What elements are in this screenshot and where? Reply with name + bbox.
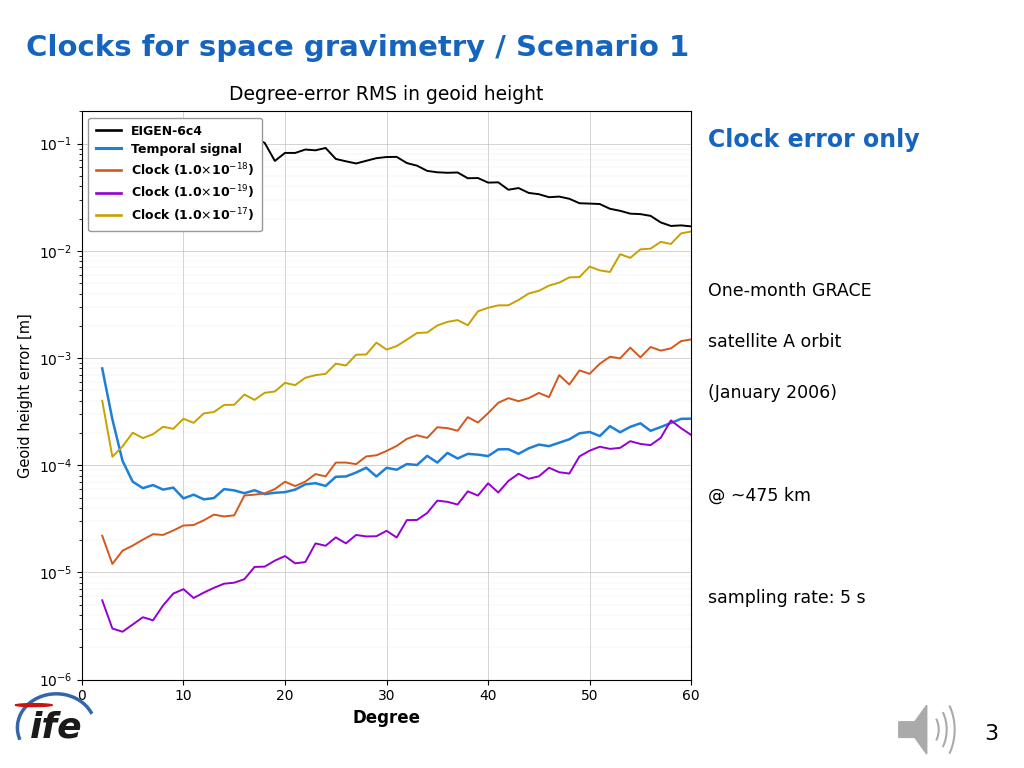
Clock (1.0$\times$10$^{-17}$): [198, 409, 210, 418]
Line: EIGEN-6c4: EIGEN-6c4: [102, 135, 691, 227]
Clock (1.0$\times$10$^{-18}$): [127, 541, 139, 550]
Clock (1.0$\times$10$^{-17}$): [96, 396, 109, 406]
Clock (1.0$\times$10$^{-19}$): [665, 415, 677, 425]
Clock (1.0$\times$10$^{-17}$): [258, 388, 270, 397]
Temporal signal: [117, 456, 129, 465]
Clock (1.0$\times$10$^{-18}$): [532, 389, 545, 398]
EIGEN-6c4: [532, 190, 545, 199]
Clock (1.0$\times$10$^{-18}$): [106, 559, 119, 568]
Temporal signal: [411, 460, 423, 469]
Clock (1.0$\times$10$^{-17}$): [127, 428, 139, 437]
X-axis label: Degree: Degree: [352, 709, 421, 727]
Clock (1.0$\times$10$^{-18}$): [411, 431, 423, 440]
Line: Clock (1.0$\times$10$^{-19}$): Clock (1.0$\times$10$^{-19}$): [102, 420, 691, 632]
Text: satellite A orbit: satellite A orbit: [708, 333, 841, 351]
Text: One-month GRACE: One-month GRACE: [708, 282, 871, 300]
Text: 3: 3: [984, 724, 998, 744]
Temporal signal: [532, 440, 545, 449]
EIGEN-6c4: [96, 135, 109, 144]
Text: 1: 1: [755, 716, 760, 724]
Temporal signal: [258, 489, 270, 498]
EIGEN-6c4: [198, 133, 210, 142]
Title: Degree-error RMS in geoid height: Degree-error RMS in geoid height: [229, 85, 544, 104]
Clock (1.0$\times$10$^{-17}$): [167, 424, 179, 433]
Text: ife: ife: [30, 710, 83, 745]
Clock (1.0$\times$10$^{-18}$): [167, 526, 179, 535]
Line: Clock (1.0$\times$10$^{-18}$): Clock (1.0$\times$10$^{-18}$): [102, 339, 691, 564]
Clock (1.0$\times$10$^{-19}$): [117, 627, 129, 637]
Temporal signal: [96, 364, 109, 373]
Clock (1.0$\times$10$^{-19}$): [685, 430, 697, 439]
Clock (1.0$\times$10$^{-17}$): [685, 227, 697, 236]
Temporal signal: [157, 485, 169, 495]
Line: Temporal signal: Temporal signal: [102, 369, 691, 499]
Text: sampling rate: 5 s: sampling rate: 5 s: [708, 589, 865, 607]
EIGEN-6c4: [117, 136, 129, 145]
Clock (1.0$\times$10$^{-17}$): [411, 329, 423, 338]
Clock (1.0$\times$10$^{-18}$): [685, 335, 697, 344]
Clock (1.0$\times$10$^{-18}$): [198, 515, 210, 525]
EIGEN-6c4: [137, 131, 150, 140]
Circle shape: [15, 703, 52, 707]
Y-axis label: Geoid height error [m]: Geoid height error [m]: [18, 313, 33, 478]
EIGEN-6c4: [167, 134, 179, 144]
Clock (1.0$\times$10$^{-19}$): [96, 596, 109, 605]
Text: (January 2006): (January 2006): [708, 384, 837, 402]
Clock (1.0$\times$10$^{-19}$): [411, 515, 423, 525]
Polygon shape: [899, 705, 927, 754]
Clock (1.0$\times$10$^{-18}$): [258, 488, 270, 498]
Clock (1.0$\times$10$^{-19}$): [532, 472, 545, 481]
Temporal signal: [198, 495, 210, 504]
Clock (1.0$\times$10$^{-19}$): [258, 562, 270, 571]
Text: 4: 4: [755, 746, 760, 756]
Clock (1.0$\times$10$^{-17}$): [106, 452, 119, 462]
Text: Hannover: Hannover: [820, 748, 863, 757]
Temporal signal: [187, 490, 200, 499]
EIGEN-6c4: [411, 161, 423, 170]
Text: Clock error only: Clock error only: [708, 128, 920, 152]
Text: Leibniz: Leibniz: [831, 717, 863, 727]
Clock (1.0$\times$10$^{-19}$): [167, 589, 179, 598]
Temporal signal: [685, 414, 697, 423]
Text: 2: 2: [755, 731, 760, 740]
EIGEN-6c4: [685, 222, 697, 231]
Legend: EIGEN-6c4, Temporal signal, Clock (1.0$\times$10$^{-18}$), Clock (1.0$\times$10$: EIGEN-6c4, Temporal signal, Clock (1.0$\…: [88, 118, 262, 231]
Text: Universität: Universität: [814, 733, 863, 742]
EIGEN-6c4: [258, 138, 270, 147]
Line: Clock (1.0$\times$10$^{-17}$): Clock (1.0$\times$10$^{-17}$): [102, 231, 691, 457]
Clock (1.0$\times$10$^{-19}$): [198, 588, 210, 598]
Clock (1.0$\times$10$^{-18}$): [96, 531, 109, 541]
Clock (1.0$\times$10$^{-19}$): [127, 620, 139, 629]
Text: @ ~475 km: @ ~475 km: [708, 486, 811, 505]
Clock (1.0$\times$10$^{-17}$): [532, 286, 545, 296]
Text: Clocks for space gravimetry / Scenario 1: Clocks for space gravimetry / Scenario 1: [26, 34, 689, 61]
